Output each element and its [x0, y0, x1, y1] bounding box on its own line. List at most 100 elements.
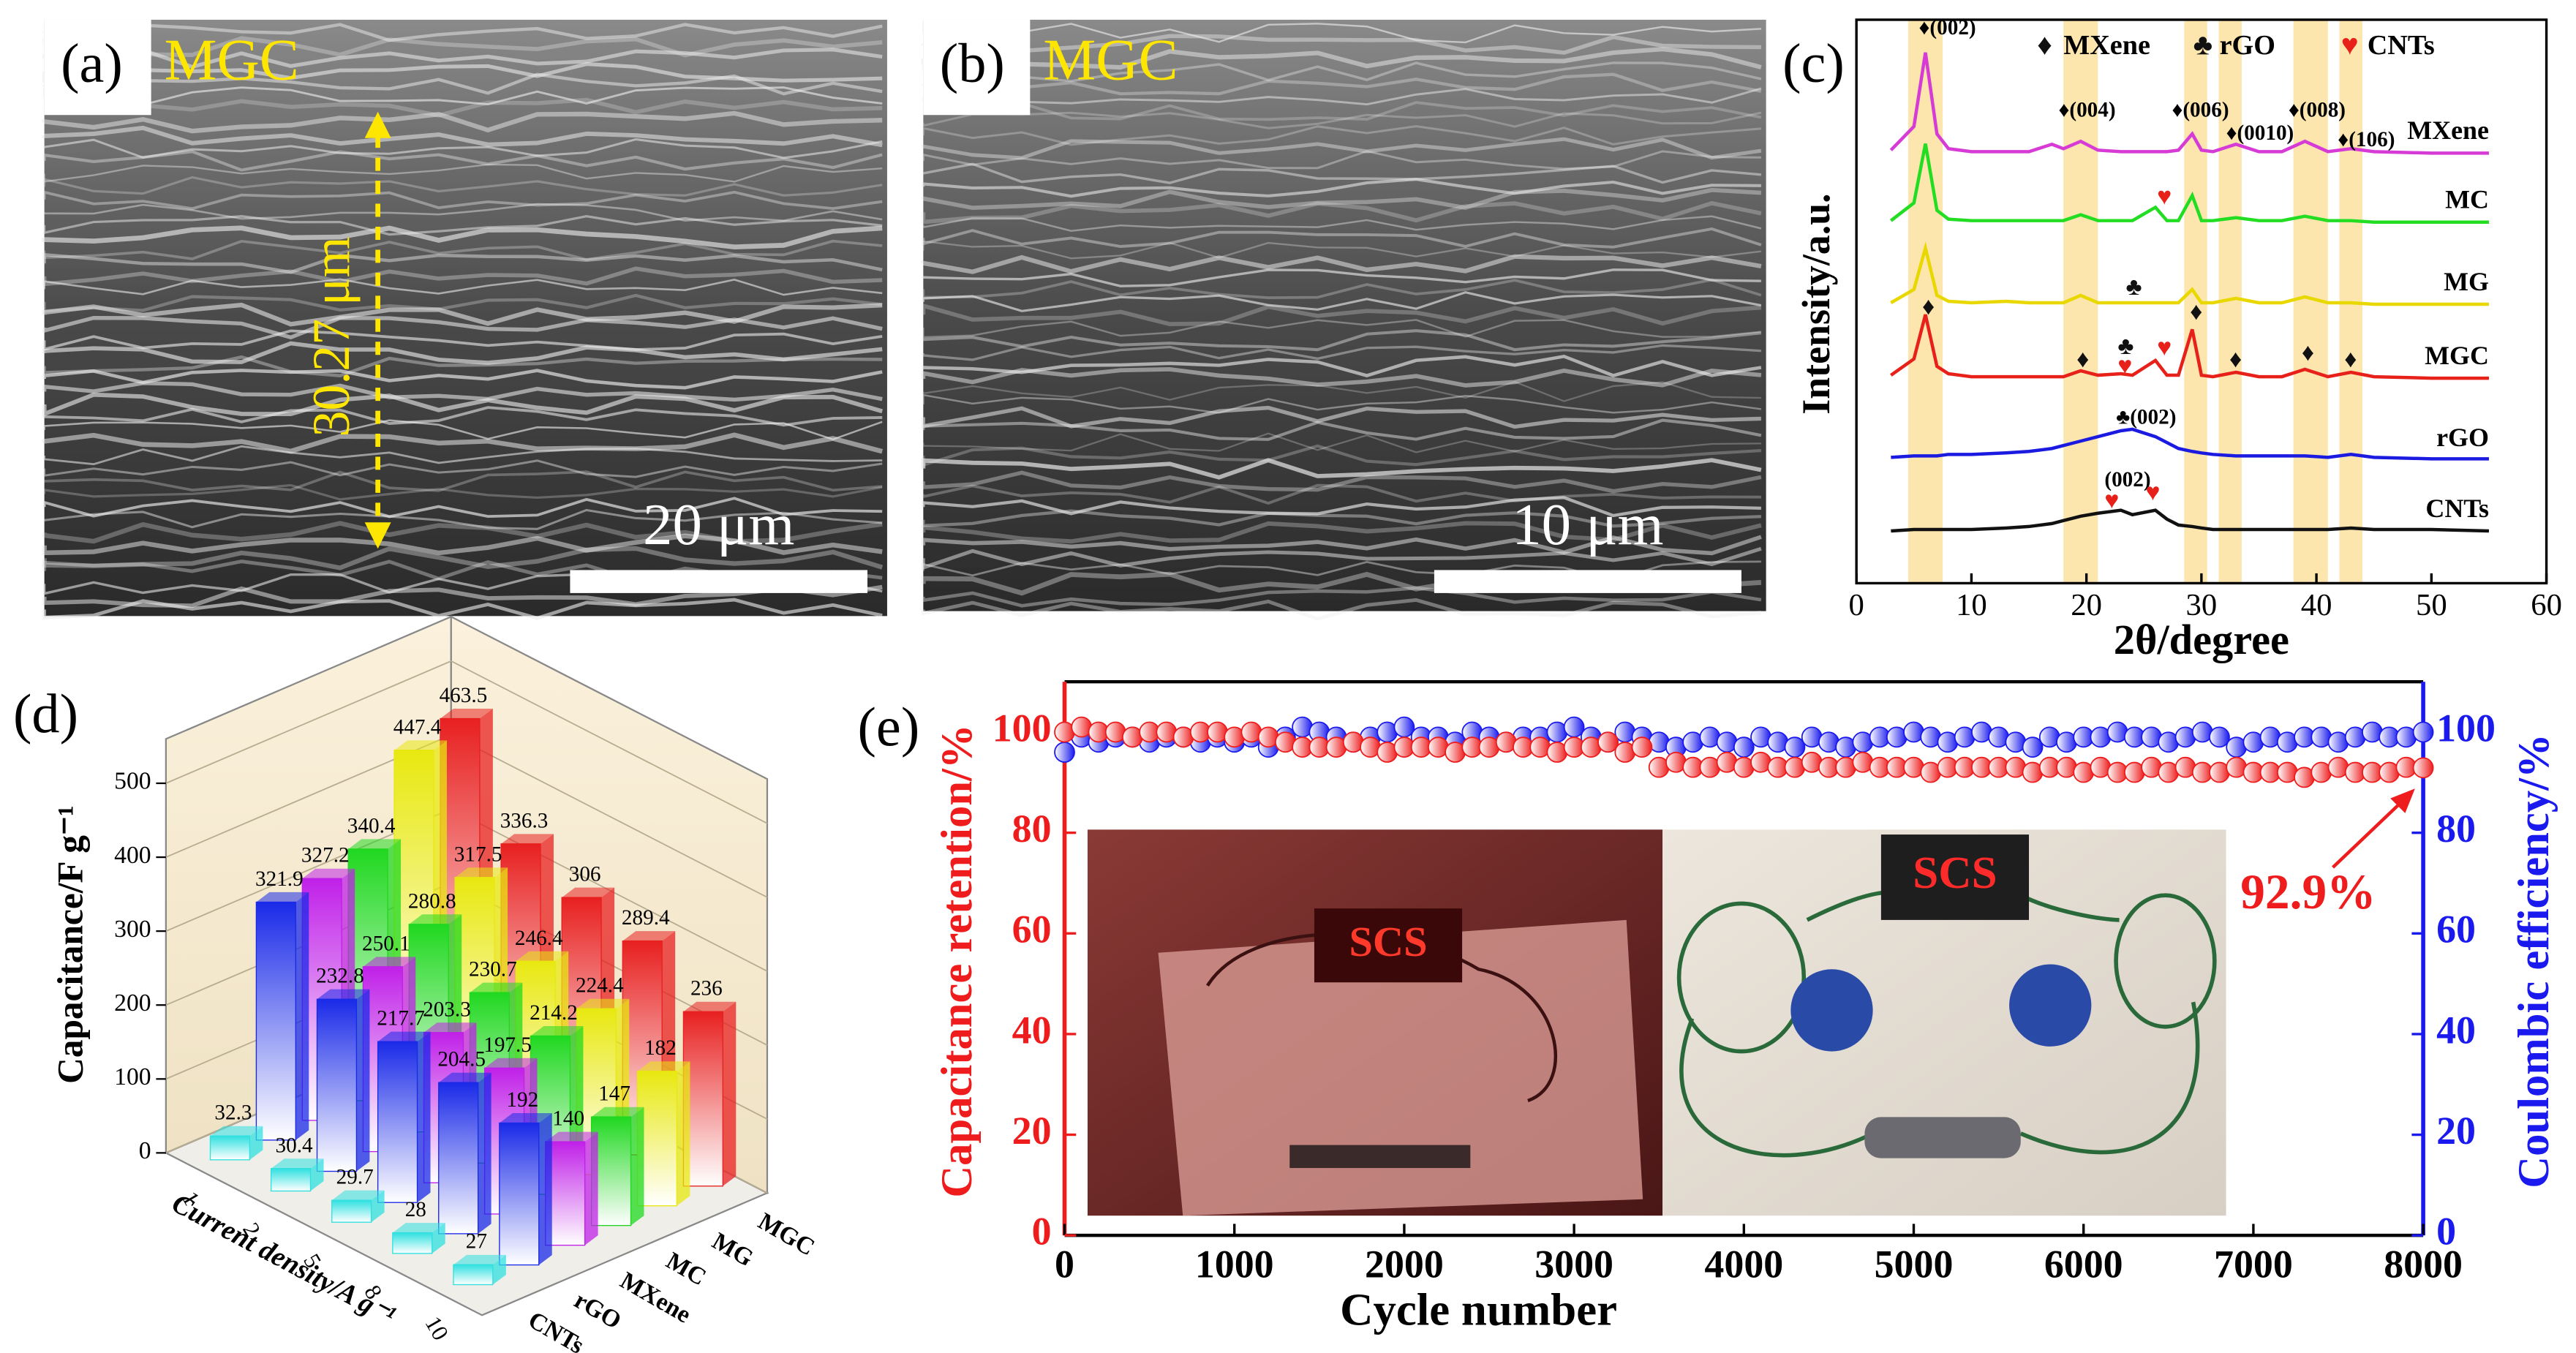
y2-axis-title: Coulombic efficiency/% — [2509, 734, 2558, 1188]
arrow-head — [364, 111, 391, 138]
peak-marker: ♥ — [2146, 479, 2161, 506]
panel-label: (d) — [13, 682, 78, 745]
peak-marker: ♣ — [2126, 274, 2142, 301]
wire — [1679, 890, 2200, 1158]
sem-texture — [921, 458, 1762, 480]
peak-label: ♦(0010) — [2226, 121, 2294, 145]
x-tick-label: 0 — [1849, 588, 1864, 622]
bar-top — [622, 931, 676, 941]
series-label: MG — [2444, 267, 2489, 296]
bar-front — [209, 1135, 251, 1161]
bar — [499, 1113, 552, 1266]
bar-front — [453, 1264, 494, 1286]
data-point — [2022, 736, 2044, 758]
legend-label: rGO — [2220, 30, 2275, 61]
x-tick-label: 0 — [1055, 1242, 1074, 1286]
legend-label: MGC — [753, 1207, 819, 1261]
sem-texture — [42, 190, 883, 211]
value-label: 147 — [598, 1082, 630, 1106]
value-label: 182 — [644, 1036, 677, 1060]
scale-bar-label: 10 μm — [1512, 492, 1663, 557]
peak-marker: ♦ — [1922, 293, 1935, 320]
y2-tick-label: 60 — [2436, 908, 2476, 951]
peak-marker: ♦ — [2229, 346, 2242, 373]
sem-texture — [921, 200, 1762, 225]
z-tick-label: 200 — [114, 990, 151, 1017]
wire — [2114, 893, 2217, 1029]
sem-texture — [921, 254, 1762, 274]
sem-texture — [922, 319, 1762, 339]
sem-texture — [921, 598, 1762, 621]
value-label: 232.8 — [316, 965, 364, 988]
highlight-band — [1907, 19, 1943, 584]
peak-label: ♦(006) — [2172, 98, 2229, 121]
value-label: 321.9 — [255, 867, 304, 891]
bar-top — [545, 1131, 598, 1142]
value-label: 203.3 — [423, 998, 471, 1021]
bar-top — [348, 839, 402, 849]
xrd-curve — [1891, 427, 2489, 461]
legend-symbol: ♦ — [2037, 28, 2052, 61]
sem-texture — [921, 535, 1762, 556]
z-tick-label: 100 — [114, 1063, 151, 1090]
sem-texture — [922, 380, 1761, 402]
value-label: 280.8 — [408, 889, 456, 913]
sem-texture — [42, 110, 883, 134]
y2-tick-label: 20 — [2436, 1109, 2476, 1153]
bar-top — [530, 1025, 584, 1036]
series-label: rGO — [2436, 423, 2489, 452]
data-point — [1393, 716, 1415, 738]
sem-texture — [42, 546, 884, 570]
grid-line — [165, 660, 768, 824]
data-point — [1597, 731, 1619, 753]
peak-marker: ♦ — [2076, 346, 2089, 373]
bar-side — [584, 1131, 598, 1245]
bar-top — [363, 957, 416, 967]
value-label: 192 — [506, 1088, 538, 1112]
sem-texture — [42, 225, 883, 250]
value-label: 30.4 — [276, 1134, 313, 1157]
scale-bar — [570, 570, 867, 593]
sem-texture — [922, 483, 1761, 505]
bar-top — [377, 1031, 431, 1042]
bar-top — [423, 1022, 477, 1033]
data-point — [2412, 757, 2434, 779]
legend-label: MC — [662, 1247, 711, 1291]
bar-top — [409, 914, 462, 924]
x-tick-label: 5000 — [1875, 1242, 1954, 1286]
data-point — [1054, 742, 1075, 763]
xrd-curve — [1889, 143, 2489, 224]
label-box — [923, 19, 1031, 116]
y-tick-label: 0 — [1032, 1210, 1052, 1254]
sem-texture — [922, 150, 1761, 170]
bar-top — [302, 868, 355, 879]
logo — [1790, 969, 1873, 1052]
value-label: 27 — [466, 1230, 487, 1254]
sem-texture — [43, 176, 883, 197]
bar-front — [255, 901, 296, 1141]
scale-bar — [1434, 570, 1741, 593]
peak-marker: ♦ — [2302, 339, 2314, 366]
bar-side — [723, 1001, 737, 1186]
value-label: 214.2 — [530, 1001, 578, 1025]
sem-texture — [921, 303, 1762, 326]
bar — [316, 989, 370, 1172]
bar-front — [316, 998, 358, 1172]
z-tick-label: 500 — [114, 768, 151, 795]
sem-texture — [922, 418, 1762, 441]
value-label: 340.4 — [347, 814, 396, 837]
data-point — [1733, 736, 1755, 758]
sem-texture — [922, 240, 1762, 260]
bar-side — [310, 1158, 324, 1191]
bar — [270, 1158, 324, 1192]
bar — [682, 1001, 737, 1187]
sem-texture — [42, 584, 883, 608]
x-tick-label: 7000 — [2214, 1242, 2293, 1286]
sem-texture — [42, 341, 883, 365]
data-point — [1631, 736, 1653, 758]
y-axis-title: Capacitance retention/% — [933, 724, 982, 1197]
sem-texture — [42, 432, 884, 454]
sem-texture — [922, 162, 1762, 184]
sem-texture — [921, 405, 1761, 429]
